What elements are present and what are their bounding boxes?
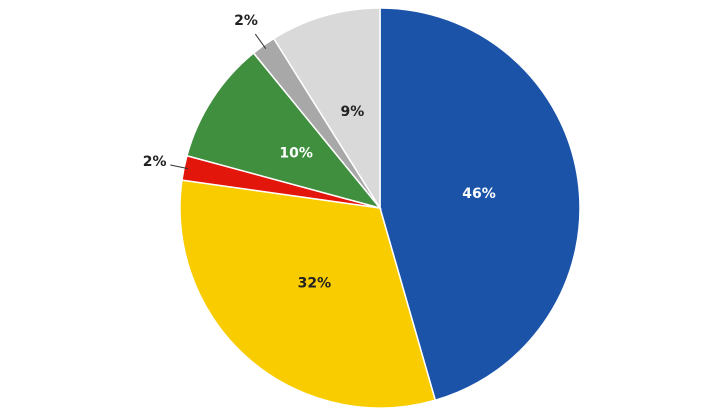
- leader-line: [254, 33, 267, 50]
- pie-slice: [272, 7, 381, 211]
- data-label: 10%: [279, 146, 313, 162]
- pie-slice: [379, 7, 581, 402]
- data-label: 2%: [143, 154, 167, 170]
- pie-slice: [186, 51, 383, 210]
- data-label: 2%: [234, 13, 258, 29]
- leader-line: [170, 164, 189, 170]
- pie-slice: [179, 179, 437, 409]
- data-label: 9%: [340, 104, 364, 120]
- data-label: 32%: [298, 275, 332, 291]
- data-label: 46%: [462, 186, 496, 202]
